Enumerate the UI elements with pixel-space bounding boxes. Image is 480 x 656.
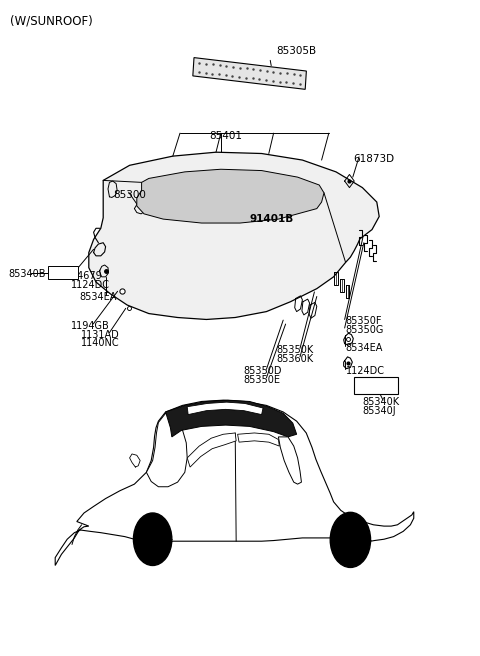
Circle shape <box>133 513 172 565</box>
Polygon shape <box>193 58 306 89</box>
Polygon shape <box>187 433 236 467</box>
Text: 61873D: 61873D <box>353 154 394 164</box>
Text: 85340B: 85340B <box>9 269 46 279</box>
Text: 85300: 85300 <box>113 190 145 200</box>
Text: 85340J: 85340J <box>362 405 396 416</box>
Text: 1124DC: 1124DC <box>71 279 110 290</box>
Text: 8534EA: 8534EA <box>79 291 117 302</box>
Circle shape <box>141 523 164 555</box>
Text: 85360K: 85360K <box>276 354 313 364</box>
Polygon shape <box>166 400 297 437</box>
FancyBboxPatch shape <box>48 266 78 279</box>
Text: 85350K: 85350K <box>276 345 313 356</box>
Text: 1194GB: 1194GB <box>71 321 110 331</box>
Text: 1140NC: 1140NC <box>81 338 119 348</box>
Text: 85355A: 85355A <box>361 380 399 390</box>
Text: 85350G: 85350G <box>346 325 384 335</box>
Text: 8534EA: 8534EA <box>346 343 383 354</box>
Text: 1131AD: 1131AD <box>81 329 120 340</box>
Text: 84679: 84679 <box>71 271 102 281</box>
Text: 85350E: 85350E <box>244 375 281 385</box>
Polygon shape <box>187 402 263 415</box>
Text: 85305B: 85305B <box>276 45 316 56</box>
Polygon shape <box>55 400 414 565</box>
Polygon shape <box>89 152 379 319</box>
Text: 91401B: 91401B <box>250 214 294 224</box>
Text: (W/SUNROOF): (W/SUNROOF) <box>10 14 92 28</box>
Text: 1124DC: 1124DC <box>346 366 384 377</box>
Polygon shape <box>146 413 187 487</box>
Text: 85350F: 85350F <box>346 316 382 327</box>
FancyBboxPatch shape <box>354 377 398 394</box>
Circle shape <box>330 512 371 567</box>
Polygon shape <box>278 437 301 484</box>
Circle shape <box>338 523 362 556</box>
Text: 85340K: 85340K <box>362 397 399 407</box>
Polygon shape <box>238 433 279 446</box>
Text: 85401: 85401 <box>209 131 242 141</box>
Polygon shape <box>137 169 324 223</box>
Text: 85350D: 85350D <box>244 366 282 377</box>
